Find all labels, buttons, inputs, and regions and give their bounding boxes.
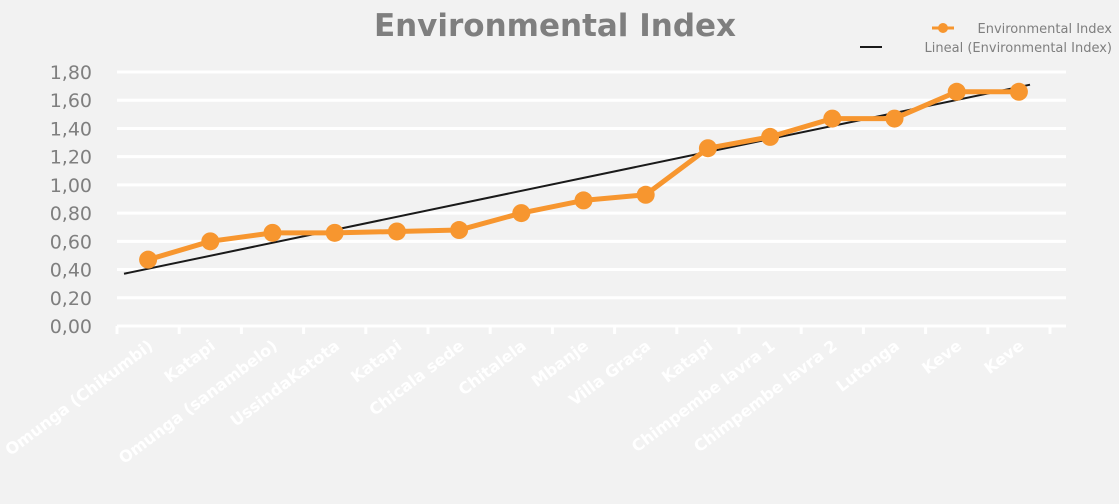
data-point: [574, 191, 593, 210]
data-point: [947, 82, 966, 101]
y-tick-label: 1,20: [50, 147, 92, 169]
data-point: [139, 250, 158, 269]
y-tick-label: 0,40: [50, 260, 92, 282]
data-point: [1009, 82, 1028, 101]
y-tick-label: 0,00: [50, 316, 92, 338]
data-point: [450, 221, 469, 240]
data-point: [263, 223, 282, 242]
data-point: [512, 204, 531, 223]
x-axis: [115, 324, 1066, 334]
data-point: [698, 139, 717, 158]
chart-title: Environmental Index: [374, 8, 736, 44]
legend-item-series: Environmental Index: [932, 22, 1112, 37]
data-point: [761, 127, 780, 146]
data-point: [823, 109, 842, 128]
legend-item-trendline: Lineal (Environmental Index): [860, 41, 1112, 56]
y-tick-label: 0,60: [50, 231, 92, 253]
legend-marker-series: [938, 23, 948, 33]
y-tick-label: 1,40: [50, 118, 92, 140]
y-tick-label: 1,60: [50, 90, 92, 112]
data-point: [325, 223, 344, 242]
legend: Environmental Index Lineal (Environmenta…: [860, 22, 1112, 56]
legend-label-series: Environmental Index: [977, 22, 1112, 37]
data-point: [885, 109, 904, 128]
legend-label-trendline: Lineal (Environmental Index): [925, 41, 1112, 56]
data-point: [201, 232, 220, 251]
data-point: [387, 222, 406, 241]
y-tick-label: 0,20: [50, 288, 92, 310]
data-point: [636, 185, 655, 204]
y-axis-ticks: 0,00 0,20 0,40 0,60 0,80 1,00 1,20 1,40 1,60 1,80: [50, 62, 92, 338]
y-tick-label: 0,80: [50, 203, 92, 225]
y-tick-label: 1,00: [50, 175, 92, 197]
series-layer: [139, 82, 1028, 269]
y-tick-label: 1,80: [50, 62, 92, 84]
